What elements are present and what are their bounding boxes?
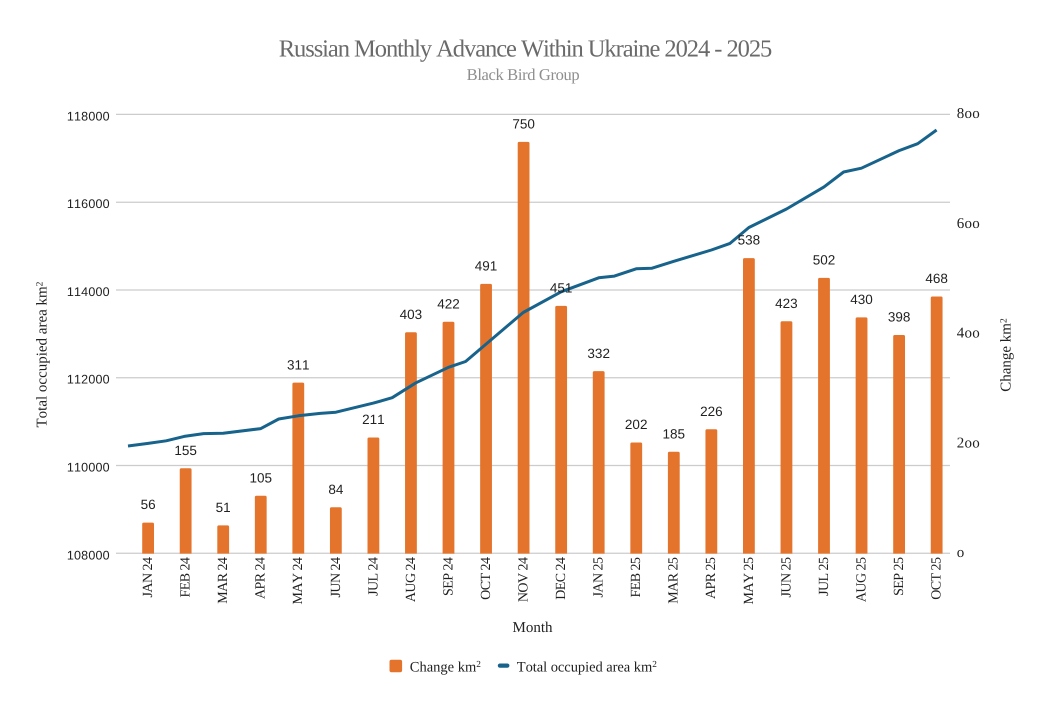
- svg-text:Total occupied area km2: Total occupied area km2: [517, 659, 657, 675]
- svg-text:2oo: 2oo: [957, 435, 980, 451]
- svg-text:398: 398: [888, 310, 911, 325]
- svg-text:MAR 25: MAR 25: [667, 557, 682, 604]
- svg-text:332: 332: [587, 346, 610, 361]
- svg-text:Change km2: Change km2: [410, 659, 481, 675]
- svg-text:422: 422: [437, 296, 460, 311]
- svg-text:56: 56: [141, 497, 156, 512]
- svg-text:51: 51: [216, 500, 231, 515]
- svg-text:538: 538: [738, 233, 761, 248]
- svg-text:AUG 25: AUG 25: [854, 557, 869, 602]
- svg-text:423: 423: [775, 296, 798, 311]
- svg-text:110000: 110000: [67, 461, 110, 475]
- svg-text:116000: 116000: [67, 197, 110, 211]
- svg-text:4oo: 4oo: [957, 326, 980, 342]
- svg-text:451: 451: [550, 281, 573, 296]
- svg-text:SEP 25: SEP 25: [892, 557, 907, 596]
- svg-text:SEP 24: SEP 24: [441, 557, 456, 596]
- svg-text:403: 403: [400, 307, 423, 322]
- svg-text:OCT 24: OCT 24: [479, 557, 494, 600]
- svg-text:Russian Monthly Advance Within: Russian Monthly Advance Within Ukraine 2…: [279, 36, 772, 63]
- svg-text:Month: Month: [512, 620, 553, 636]
- svg-text:202: 202: [625, 417, 648, 432]
- svg-text:8oo: 8oo: [957, 106, 980, 122]
- svg-text:468: 468: [925, 271, 948, 286]
- svg-text:MAR 24: MAR 24: [216, 557, 231, 604]
- svg-text:105: 105: [250, 470, 273, 485]
- svg-text:NOV 24: NOV 24: [517, 557, 532, 602]
- svg-text:Total occupied area km2: Total occupied area km2: [34, 281, 50, 427]
- svg-text:226: 226: [700, 404, 723, 419]
- svg-text:502: 502: [813, 253, 836, 268]
- svg-text:AUG 24: AUG 24: [404, 557, 419, 602]
- svg-text:FEB 25: FEB 25: [629, 557, 644, 597]
- svg-text:311: 311: [287, 357, 310, 372]
- svg-text:430: 430: [850, 292, 873, 307]
- svg-text:Change km2: Change km2: [998, 318, 1014, 392]
- svg-text:750: 750: [512, 116, 535, 131]
- svg-text:JAN 24: JAN 24: [141, 557, 156, 597]
- svg-text:JUN 24: JUN 24: [329, 557, 344, 597]
- svg-text:118000: 118000: [67, 109, 110, 123]
- svg-text:491: 491: [475, 259, 498, 274]
- svg-text:JUL 24: JUL 24: [366, 557, 381, 596]
- svg-text:108000: 108000: [67, 548, 110, 562]
- svg-text:o: o: [957, 545, 965, 561]
- svg-text:Black Bird Group: Black Bird Group: [467, 65, 580, 84]
- svg-text:JUL 25: JUL 25: [817, 557, 832, 596]
- svg-text:MAY 25: MAY 25: [742, 557, 757, 604]
- svg-text:JAN 25: JAN 25: [592, 557, 607, 597]
- svg-text:155: 155: [174, 443, 197, 458]
- svg-text:84: 84: [328, 482, 344, 497]
- svg-text:DEC 24: DEC 24: [554, 557, 569, 600]
- svg-text:185: 185: [663, 426, 686, 441]
- svg-text:OCT 25: OCT 25: [930, 557, 945, 600]
- svg-text:JUN 25: JUN 25: [779, 557, 794, 597]
- svg-text:211: 211: [362, 412, 385, 427]
- svg-text:APR 24: APR 24: [254, 557, 269, 599]
- svg-text:112000: 112000: [67, 373, 110, 387]
- svg-text:MAY 24: MAY 24: [291, 557, 306, 604]
- svg-text:6oo: 6oo: [957, 216, 980, 232]
- svg-text:APR 25: APR 25: [704, 557, 719, 599]
- svg-text:114000: 114000: [67, 285, 110, 299]
- svg-text:FEB 24: FEB 24: [179, 557, 194, 597]
